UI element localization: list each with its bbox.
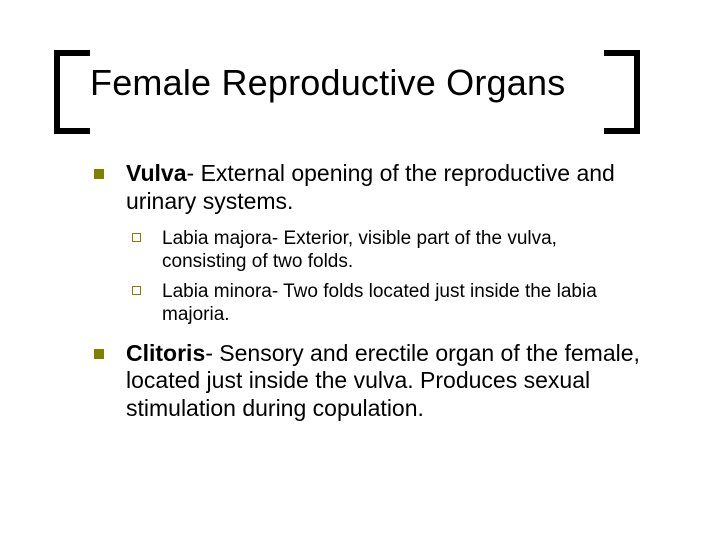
square-bullet-icon — [94, 169, 104, 179]
slide: Female Reproductive Organs Vulva- Extern… — [0, 0, 720, 540]
subitem-text: Labia majora- Exterior, visible part of … — [162, 228, 557, 272]
content-area: Vulva- External opening of the reproduct… — [90, 160, 645, 435]
title-bracket-left — [54, 50, 90, 134]
slide-title: Female Reproductive Organs — [90, 62, 610, 104]
square-bullet-icon — [94, 349, 104, 359]
sublist: Labia majora- Exterior, visible part of … — [90, 227, 645, 326]
list-item: Vulva- External opening of the reproduct… — [90, 160, 645, 215]
term-text: Vulva — [126, 160, 187, 186]
list-item: Labia majora- Exterior, visible part of … — [126, 227, 645, 273]
term-text: Clitoris — [126, 340, 205, 366]
subitem-text: Labia minora- Two folds located just ins… — [162, 281, 597, 325]
hollow-square-bullet-icon — [132, 233, 141, 242]
hollow-square-bullet-icon — [132, 286, 141, 295]
list-item: Labia minora- Two folds located just ins… — [126, 280, 645, 326]
list-item: Clitoris- Sensory and erectile organ of … — [90, 340, 645, 423]
definition-text: - External opening of the reproductive a… — [126, 160, 615, 214]
